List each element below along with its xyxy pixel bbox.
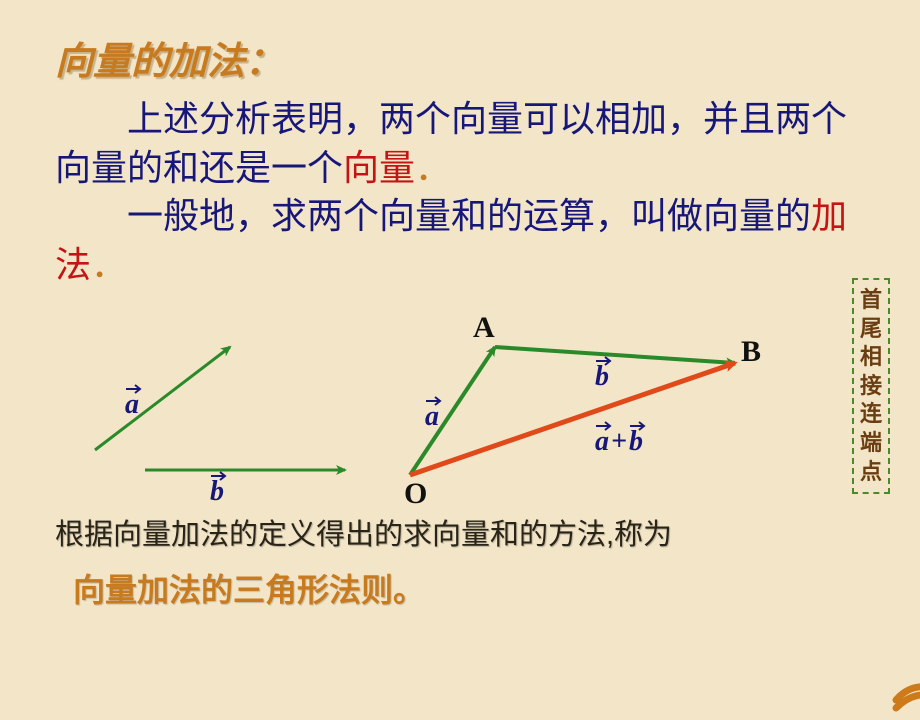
sidebar-char: 连 <box>856 400 886 429</box>
sidebar-char: 相 <box>856 343 886 372</box>
slide-title: 向量的加法： <box>55 30 865 85</box>
body-text: 上述分析表明，两个向量可以相加，并且两个向量的和还是一个向量． 一般地，求两个向… <box>55 95 865 289</box>
sidebar-char: 尾 <box>856 315 886 344</box>
svg-text:a: a <box>595 426 609 457</box>
svg-text:b: b <box>629 426 643 457</box>
svg-text:a: a <box>125 389 139 420</box>
svg-text:A: A <box>473 311 495 344</box>
sidebar-char: 端 <box>856 429 886 458</box>
para2-period: ． <box>91 244 127 285</box>
svg-text:a: a <box>425 401 439 432</box>
svg-text:B: B <box>741 335 761 368</box>
diagram-svg: abABOaba+b <box>55 285 865 505</box>
paragraph-1: 上述分析表明，两个向量可以相加，并且两个向量的和还是一个向量． <box>55 95 865 192</box>
svg-text:b: b <box>210 476 224 505</box>
vector-diagram: abABOaba+b <box>55 285 865 505</box>
sidebar-vertical-note: 首尾相接连端点 <box>852 278 890 494</box>
bottom-text-2: 向量加法的三角形法则。 <box>73 565 865 611</box>
para1-highlight: 向量 <box>343 147 415 188</box>
para1-period: ． <box>415 147 451 188</box>
sidebar-char: 首 <box>856 286 886 315</box>
sidebar-char: 点 <box>856 458 886 487</box>
para2-text: 一般地，求两个向量和的运算，叫做向量的 <box>127 195 811 236</box>
svg-text:O: O <box>404 477 427 505</box>
svg-text:b: b <box>595 361 609 392</box>
svg-text:+: + <box>611 426 627 457</box>
bottom-text-1: 根据向量加法的定义得出的求向量和的方法,称为 <box>55 511 865 553</box>
paragraph-2: 一般地，求两个向量和的运算，叫做向量的加法． <box>55 192 865 289</box>
sidebar-char: 接 <box>856 372 886 401</box>
